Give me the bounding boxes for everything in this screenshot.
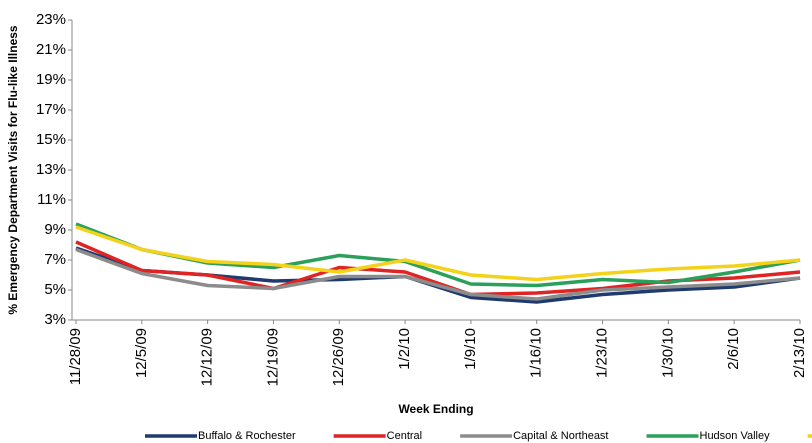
legend-label: Hudson Valley [700, 430, 771, 442]
x-tick-label: 12/19/09 [264, 328, 281, 386]
series-line [75, 225, 801, 282]
legend-label: Buffalo & Rochester [198, 430, 296, 442]
y-tick-label: 19% [36, 71, 66, 88]
x-tick-label: 2/6/10 [725, 328, 742, 370]
y-tick-label: 5% [44, 281, 66, 298]
y-tick-label: 21% [36, 41, 66, 58]
x-tick-label: 12/26/09 [330, 328, 347, 386]
y-axis-title: % Emergency Department Visits for Flu-li… [6, 25, 20, 315]
x-tick-label: 1/23/10 [594, 328, 611, 378]
x-tick-label: 1/16/10 [528, 328, 545, 378]
y-tick-label: 17% [36, 101, 66, 118]
y-tick-label: 3% [44, 311, 66, 328]
x-tick-label: 1/9/10 [462, 328, 479, 370]
x-axis-title: Week Ending [398, 402, 473, 416]
x-tick-label: 2/13/10 [791, 328, 808, 378]
y-tick-label: 13% [36, 161, 66, 178]
x-tick-label: 12/5/09 [133, 328, 150, 378]
series-line [75, 222, 801, 288]
x-tick-label: 11/28/09 [67, 328, 84, 385]
y-tick-label: 11% [37, 191, 66, 208]
series-line [75, 247, 801, 301]
y-tick-label: 9% [44, 221, 66, 238]
x-tick-label: 12/12/09 [199, 328, 216, 386]
y-tick-label: 15% [36, 131, 66, 148]
legend-label: Central [387, 430, 422, 442]
y-tick-label: 23% [36, 11, 66, 28]
y-tick-label: 7% [44, 251, 66, 268]
x-tick-label: 1/30/10 [659, 328, 676, 378]
x-tick-label: 1/2/10 [396, 328, 413, 370]
legend-label: Capital & Northeast [513, 430, 608, 442]
